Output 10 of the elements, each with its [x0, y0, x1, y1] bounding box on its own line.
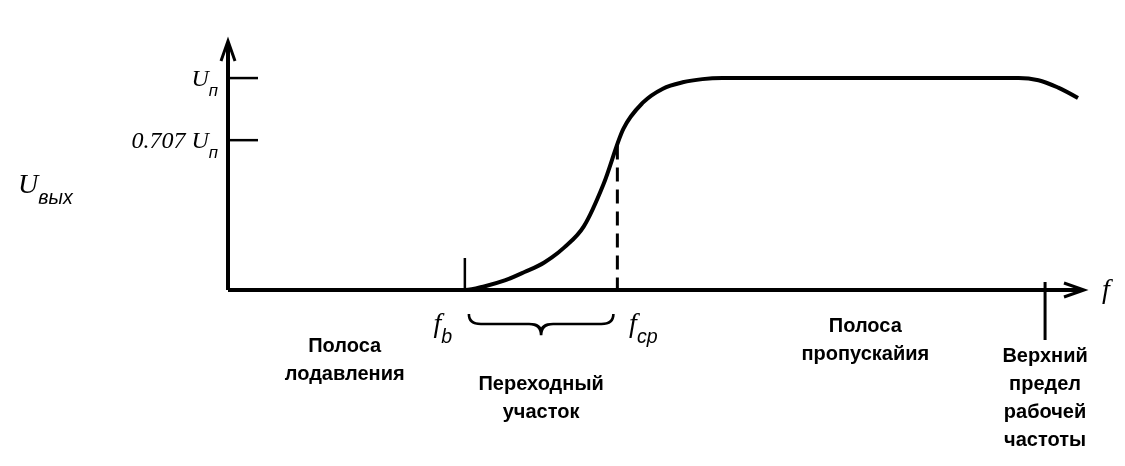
text: U$_{вых}$ [18, 168, 74, 208]
text: Переходный участок [478, 372, 604, 422]
text: Полоса лодавления [284, 334, 405, 384]
x-axis-title: f [1102, 273, 1113, 304]
text: Верхний предел рабочей частоты [1002, 344, 1088, 450]
text: U$_{п}$ [191, 65, 218, 100]
text: 0.707 U$_{п}$ [131, 127, 218, 162]
text: f$_{b}$ [433, 307, 453, 347]
text: f$_{ср}$ [629, 307, 658, 347]
text: Полоса пропускайия [801, 314, 930, 364]
